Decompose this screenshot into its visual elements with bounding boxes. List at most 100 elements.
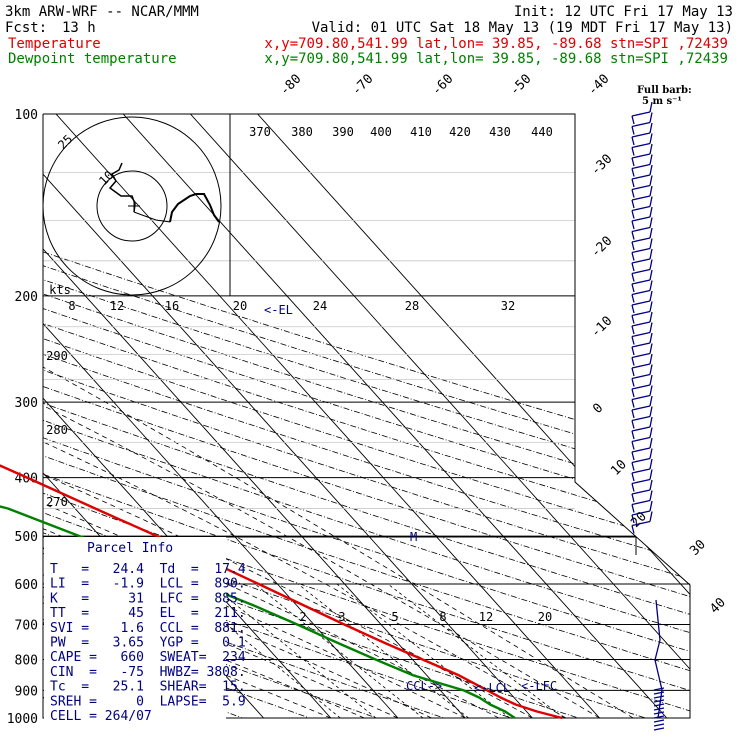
parcel-info-row: SVI = 1.6 CCL = 881.: [50, 621, 246, 636]
hodograph-inner-ring: [96, 170, 168, 242]
isotherm-label: 10: [608, 457, 630, 479]
wind-barb: [631, 448, 653, 471]
theta-low-label: 280: [46, 423, 68, 437]
dewpoint-profile: [0, 505, 516, 720]
dewpoint-station-info: x,y=709.80,541.99 lat,lon= 39.85, -89.68…: [264, 51, 728, 67]
wind-barb: [631, 374, 653, 398]
parcel-info-panel: Parcel Info T = 24.4 Td = 17.4LI = -1.9 …: [44, 537, 246, 725]
wind-barb-low: [653, 707, 665, 711]
wind-barb: [631, 133, 653, 156]
level-marker-label: <-LFC: [521, 679, 557, 693]
dry-adiabat-line: [43, 114, 690, 718]
wind-barb-low: [653, 703, 665, 707]
wind-barb: [631, 437, 653, 461]
parcel-info-row: CAPE = 660 SWEAT= 234: [50, 650, 246, 665]
parcel-info-row: Tc = 25.1 SHEAR= 15.: [50, 680, 246, 695]
dry-adiabat-line: [43, 114, 483, 718]
model-title: 3km ARW-WRF -- NCAR/MMM: [5, 4, 199, 20]
isotherm-label: -50: [507, 72, 534, 99]
wind-barb: [631, 164, 653, 188]
parcel-info-row: T = 24.4 Td = 17.4: [50, 562, 246, 577]
level-marker-label: <-EL: [264, 303, 293, 317]
hodograph-trace-high: [169, 193, 220, 223]
wind-barb: [631, 406, 653, 429]
level-marker-label: M: [410, 530, 417, 544]
wind-barb: [631, 311, 653, 335]
pressure-tick-label: 200: [15, 290, 38, 305]
wind-barb: [631, 301, 653, 324]
theta-label: 410: [410, 125, 432, 139]
isotherm-line: [43, 114, 533, 718]
isotherm-label: -60: [429, 72, 456, 99]
theta-label: 400: [370, 125, 392, 139]
isotherm-label: -20: [588, 234, 615, 261]
isotherm-label: 40: [707, 595, 729, 617]
hodograph-speed-label: 28: [405, 299, 419, 313]
sounding-profiles: [0, 464, 563, 720]
pressure-tick-label: 700: [15, 618, 38, 633]
wind-barb: [631, 227, 653, 251]
wind-barb: [631, 511, 653, 534]
mixing-ratio-label: 12: [479, 610, 493, 624]
wind-barb-low: [653, 719, 665, 723]
level-marker-label: CCL->: [406, 679, 442, 693]
wind-barb-low: [653, 723, 665, 727]
dry-adiabat-line: [43, 114, 690, 718]
parcel-info-row: PW = 3.65 YGP = 0.1: [50, 636, 246, 651]
init-time: Init: 12 UTC Fri 17 May 13: [514, 4, 733, 20]
mixing-ratio-line: [297, 583, 469, 718]
wind-barb: [631, 364, 653, 387]
parcel-info-row: K = 31 LFC = 885.: [50, 591, 246, 606]
hodograph-speed-label: 12: [110, 299, 124, 313]
plot-border: [42, 113, 691, 719]
hodograph-speed-label: 8: [68, 299, 75, 313]
wind-barb: [631, 248, 653, 272]
hodograph-speed-label: 20: [233, 299, 247, 313]
pressure-tick-label: 100: [15, 108, 38, 123]
diagram-frame: [42, 113, 691, 719]
wind-barb-low: [653, 699, 665, 703]
isotherm-line: [55, 114, 600, 718]
wind-barb: [631, 196, 653, 219]
wind-barb: [631, 479, 653, 503]
wind-barb: [631, 206, 653, 230]
wind-barb: [631, 290, 653, 314]
mixing-ratio-line: [254, 583, 424, 718]
isotherm-label: -70: [349, 72, 376, 99]
wind-barb: [631, 343, 653, 366]
isotherm-line: [43, 114, 332, 718]
wind-barb: [631, 385, 653, 408]
wind-barb: [631, 175, 653, 198]
wind-barb: [631, 427, 653, 450]
isotherm-line: [43, 114, 399, 718]
dry-adiabat-line: [43, 114, 690, 718]
wind-barb: [631, 154, 653, 177]
mixing-ratio-label: 3: [338, 610, 345, 624]
temperature-legend: Temperature: [8, 36, 101, 52]
dry-adiabat-line: [43, 114, 414, 718]
wind-barb-trace: [654, 599, 663, 719]
pressure-tick-label: 600: [15, 578, 38, 593]
wind-barb: [631, 458, 653, 482]
mixing-ratio-label: 5: [391, 610, 398, 624]
wind-barb-low: [653, 711, 665, 715]
wind-barb: [631, 332, 653, 356]
wind-barb: [631, 395, 653, 419]
isotherm-label: -10: [588, 314, 615, 341]
theta-label: 420: [449, 125, 471, 139]
hodograph-speed-label: 16: [165, 299, 179, 313]
dry-adiabat-line: [43, 114, 690, 718]
wind-barb: [631, 112, 653, 135]
theta-low-label: 270: [46, 495, 68, 509]
hodograph-trace-mid: [133, 211, 171, 223]
isotherm-line: [43, 114, 466, 718]
hodograph-outer-ring: [42, 116, 222, 296]
wind-barb: [631, 269, 653, 293]
hodograph-speed-label: 24: [313, 299, 327, 313]
wind-barb: [631, 217, 653, 240]
pressure-tick-label: 300: [15, 396, 38, 411]
dry-adiabat-line: [43, 114, 690, 718]
wind-barb-low: [653, 715, 665, 719]
